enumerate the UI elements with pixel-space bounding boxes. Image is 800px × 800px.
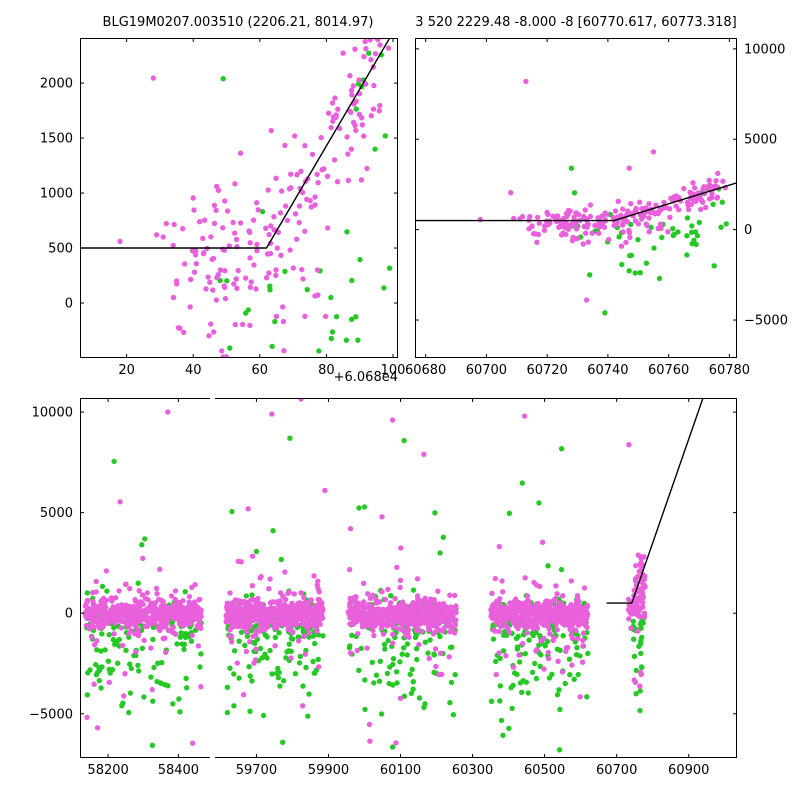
x-tick-label: 60720	[526, 363, 567, 378]
lightcurve-left-segment-plot: 58200 58400 −5000 0 5000 10000	[29, 398, 210, 778]
x-tick-label: 60780	[709, 363, 750, 378]
x-tick-label: 60740	[587, 363, 628, 378]
x-tick-label: 60760	[648, 363, 689, 378]
scatter-series-pink	[223, 398, 648, 746]
lightcurve-right-segment-plot: 59700 59900 60100 60300 60500 60700 60900	[215, 398, 737, 778]
x-tick-label: 100	[381, 363, 406, 378]
season-panel-plot: 60680 60700 60720 60740 60760 60780 −5000 0 5000…	[405, 38, 788, 378]
plot-canvas: 60680 60700 60720 60740 60760 60780 −5000 0 5000…	[405, 38, 788, 378]
axes-frame	[215, 398, 737, 758]
scatter-series-pink	[477, 78, 728, 303]
tick-marks	[80, 398, 179, 758]
x-tick-label: 80	[318, 363, 335, 378]
y-tick-label: 500	[48, 242, 73, 257]
y-tick-label: −5000	[29, 707, 73, 722]
plot-area	[223, 398, 704, 753]
x-tick-label: 59900	[308, 763, 349, 778]
x-tick-label: 60700	[596, 763, 637, 778]
zoom-panel-plot: 20 40 60 80 100 0 500 1000 1500 2000	[40, 38, 405, 378]
axes-frame	[80, 38, 398, 358]
plot-canvas: 58200 58400 −5000 0 5000 10000	[29, 398, 210, 778]
x-tick-label: 58200	[87, 763, 128, 778]
tick-marks	[415, 38, 737, 358]
y-tick-label: 10000	[744, 42, 785, 57]
y-tick-label: 1500	[40, 132, 73, 147]
plot-area	[80, 38, 393, 358]
fit-line	[415, 182, 737, 222]
axes-frame	[415, 38, 737, 358]
axes-frame	[80, 398, 210, 758]
y-tick-label: 2000	[40, 77, 73, 92]
y-tick-label: 0	[744, 223, 752, 238]
x-tick-label: 60100	[380, 763, 421, 778]
plot-area	[415, 78, 737, 316]
fit-line	[606, 398, 704, 604]
tick-marks	[80, 38, 398, 358]
scatter-series-pink	[117, 38, 392, 358]
plot-canvas: 59700 59900 60100 60300 60500 60700 60900	[215, 398, 737, 778]
x-axis-offset-label: +6.068e4	[333, 370, 398, 385]
y-tick-label: 0	[65, 297, 73, 312]
x-tick-label: 60300	[452, 763, 493, 778]
x-tick-label: 60	[252, 363, 269, 378]
y-tick-label: 0	[65, 607, 73, 622]
x-tick-label: 20	[118, 363, 135, 378]
tick-marks	[255, 398, 737, 758]
x-tick-label: 60680	[405, 363, 446, 378]
y-tick-label: 10000	[32, 406, 73, 421]
x-tick-label: 60900	[668, 763, 709, 778]
x-tick-label: 59700	[236, 763, 277, 778]
scatter-series-pink	[82, 409, 204, 746]
x-tick-label: 60500	[524, 763, 565, 778]
y-tick-label: −5000	[744, 314, 788, 329]
zoom-panel-title: BLG19M0207.003510 (2206.21, 8014.97)	[102, 15, 374, 30]
y-tick-label: 5000	[40, 506, 73, 521]
fit-line	[80, 38, 391, 249]
x-tick-label: 58400	[158, 763, 199, 778]
x-tick-label: 60700	[466, 363, 507, 378]
season-panel-title: 3 520 2229.48 -8.000 -8 [60770.617, 6077…	[415, 15, 737, 30]
y-tick-label: 5000	[744, 133, 777, 148]
scatter-series-green	[217, 50, 393, 354]
y-tick-label: 1000	[40, 187, 73, 202]
x-tick-label: 40	[185, 363, 202, 378]
plot-area	[82, 409, 204, 748]
